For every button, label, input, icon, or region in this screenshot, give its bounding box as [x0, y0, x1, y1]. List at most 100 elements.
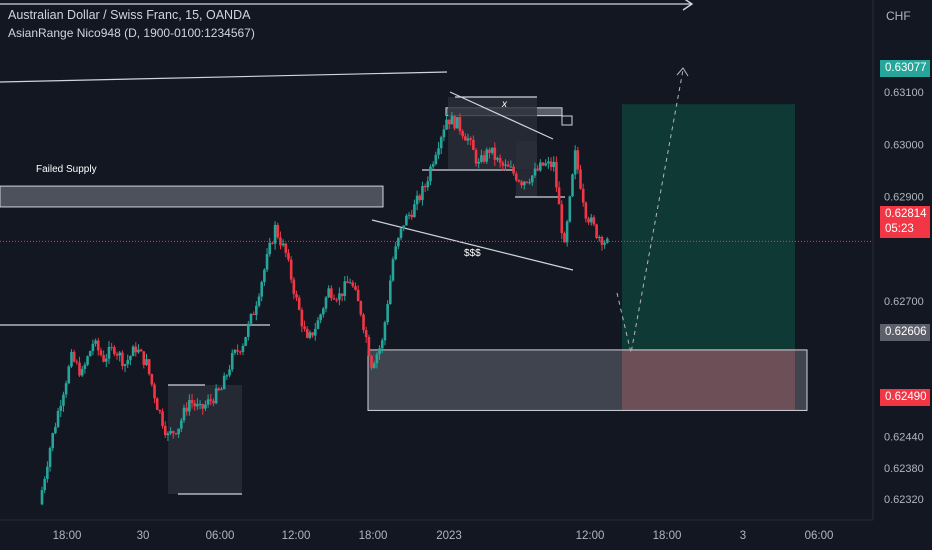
candle-body: [88, 351, 92, 357]
wedge-upper-line[interactable]: [449, 91, 554, 140]
candle-body: [260, 282, 263, 297]
candle-body: [118, 352, 121, 356]
candle-body: [220, 389, 223, 391]
candle-body: [442, 129, 446, 138]
candle-body: [480, 155, 483, 162]
candle-body: [592, 217, 596, 225]
candle-body: [158, 409, 162, 412]
candle-body: [182, 407, 186, 421]
candle-body: [292, 279, 296, 295]
candle-body: [560, 204, 564, 234]
candle-body: [316, 320, 320, 329]
candle-body: [555, 161, 558, 188]
candle-body: [271, 242, 274, 244]
time-tick-label: 18:00: [53, 530, 82, 542]
candle-body: [589, 217, 593, 223]
candle-body: [308, 332, 312, 338]
candle-body: [201, 404, 205, 409]
candle-body: [447, 119, 451, 125]
candle-body: [501, 162, 505, 166]
candle-body: [426, 181, 430, 188]
candle-body: [544, 163, 547, 166]
candle-body: [372, 363, 376, 369]
failed-supply-box[interactable]: [0, 185, 384, 208]
candle-body: [196, 404, 199, 407]
liquidity-trendline[interactable]: [371, 219, 574, 271]
candle-body: [102, 354, 105, 362]
candle-body: [587, 218, 590, 223]
candle-body: [439, 137, 443, 149]
candle-body: [214, 388, 218, 404]
candle-body: [70, 351, 73, 367]
candle-body: [531, 175, 534, 183]
time-tick-label: 06:00: [206, 530, 235, 542]
candle-body: [265, 254, 269, 270]
failed-supply-label: Failed Supply: [36, 164, 97, 175]
profit-zone[interactable]: [622, 104, 795, 350]
candle-body: [434, 154, 438, 165]
time-tick-label: 18:00: [653, 530, 682, 542]
candle-body: [493, 147, 497, 160]
candle-body: [209, 399, 213, 401]
candle-body: [565, 221, 569, 243]
candle-body: [145, 359, 148, 366]
candle-body: [303, 326, 306, 329]
price-tick-label: 0.62320: [884, 494, 924, 506]
candle-body: [238, 351, 242, 353]
candle-body: [147, 359, 151, 374]
candle-body: [171, 431, 175, 434]
candle-body: [322, 308, 325, 315]
candle-body: [498, 157, 502, 163]
candle-body: [62, 394, 65, 406]
entry-price-badge: 0.62606: [880, 324, 930, 341]
candle-body: [450, 116, 454, 125]
upper-trendline[interactable]: [0, 71, 448, 83]
time-tick-label: 30: [137, 530, 150, 542]
candle-body: [287, 252, 290, 260]
candle-body: [474, 150, 478, 164]
candle-body: [263, 269, 266, 283]
liquidity-label: $$$: [464, 248, 481, 259]
candle-body: [150, 373, 154, 385]
time-tick-label: 12:00: [576, 530, 605, 542]
candle-body: [421, 186, 424, 201]
demand-zone-box[interactable]: [367, 349, 808, 411]
candle-body: [606, 238, 609, 243]
candle-body: [67, 366, 71, 384]
candle-body: [110, 346, 113, 348]
candle-body: [177, 428, 180, 435]
candle-body: [506, 164, 510, 167]
candle-body: [423, 186, 427, 188]
candle-body: [351, 282, 355, 287]
candle-body: [276, 224, 280, 238]
candle-body: [458, 116, 462, 131]
candle-body: [362, 314, 365, 331]
candle-body: [324, 297, 328, 309]
candle-body: [367, 336, 371, 356]
candle-body: [595, 224, 598, 238]
candle-body: [252, 313, 255, 315]
candle-body: [225, 375, 229, 377]
loss-zone[interactable]: [622, 349, 795, 411]
candle-body: [455, 116, 459, 129]
candle-body: [46, 466, 49, 479]
candle-body: [247, 323, 250, 337]
candle-body: [297, 297, 301, 310]
candle-body: [236, 350, 239, 352]
candle-body: [166, 433, 170, 436]
price-tick-label: 0.62700: [884, 296, 924, 308]
candle-body: [410, 214, 414, 218]
indicator-label[interactable]: AsianRange Nico948 (D, 1900-0100:1234567…: [8, 26, 255, 40]
candle-body: [413, 204, 416, 218]
candle-body: [153, 384, 156, 399]
candle-body: [51, 433, 55, 449]
candle-body: [549, 161, 553, 168]
candle-body: [517, 180, 521, 182]
candle-body: [557, 187, 561, 205]
candle-body: [295, 294, 298, 298]
candle-body: [113, 347, 116, 355]
candle-body: [230, 352, 234, 370]
candle-body: [161, 411, 164, 426]
candle-body: [552, 161, 556, 168]
